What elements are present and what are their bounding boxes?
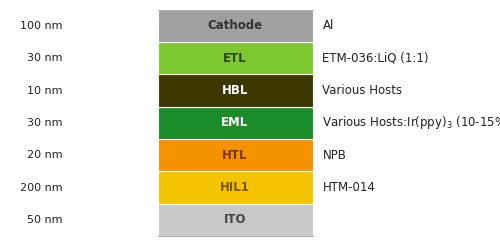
Text: 200 nm: 200 nm — [20, 183, 62, 193]
Text: 20 nm: 20 nm — [27, 150, 63, 160]
Text: Various Hosts:Ir(ppy)$_3$ (10-15%): Various Hosts:Ir(ppy)$_3$ (10-15%) — [322, 114, 500, 131]
Text: HTM-014: HTM-014 — [322, 181, 376, 194]
Text: 100 nm: 100 nm — [20, 21, 62, 31]
Text: Cathode: Cathode — [208, 19, 262, 32]
Text: NPB: NPB — [322, 149, 346, 162]
Text: HIL1: HIL1 — [220, 181, 250, 194]
Text: Al: Al — [322, 19, 334, 32]
Bar — [158, 42, 312, 74]
Bar — [158, 74, 312, 107]
Text: ETL: ETL — [223, 52, 247, 65]
Bar — [158, 107, 312, 139]
Text: 50 nm: 50 nm — [27, 215, 63, 225]
Text: 10 nm: 10 nm — [27, 86, 63, 95]
Text: ETM-036:LiQ (1:1): ETM-036:LiQ (1:1) — [322, 52, 429, 65]
Text: ITO: ITO — [224, 214, 246, 227]
Bar — [158, 139, 312, 171]
Text: HTL: HTL — [222, 149, 248, 162]
Text: 30 nm: 30 nm — [27, 53, 63, 63]
Bar — [158, 171, 312, 204]
Text: HBL: HBL — [222, 84, 248, 97]
Text: Various Hosts: Various Hosts — [322, 84, 402, 97]
Bar — [158, 10, 312, 42]
Text: EML: EML — [222, 116, 248, 129]
Text: 30 nm: 30 nm — [27, 118, 63, 128]
Bar — [158, 204, 312, 236]
